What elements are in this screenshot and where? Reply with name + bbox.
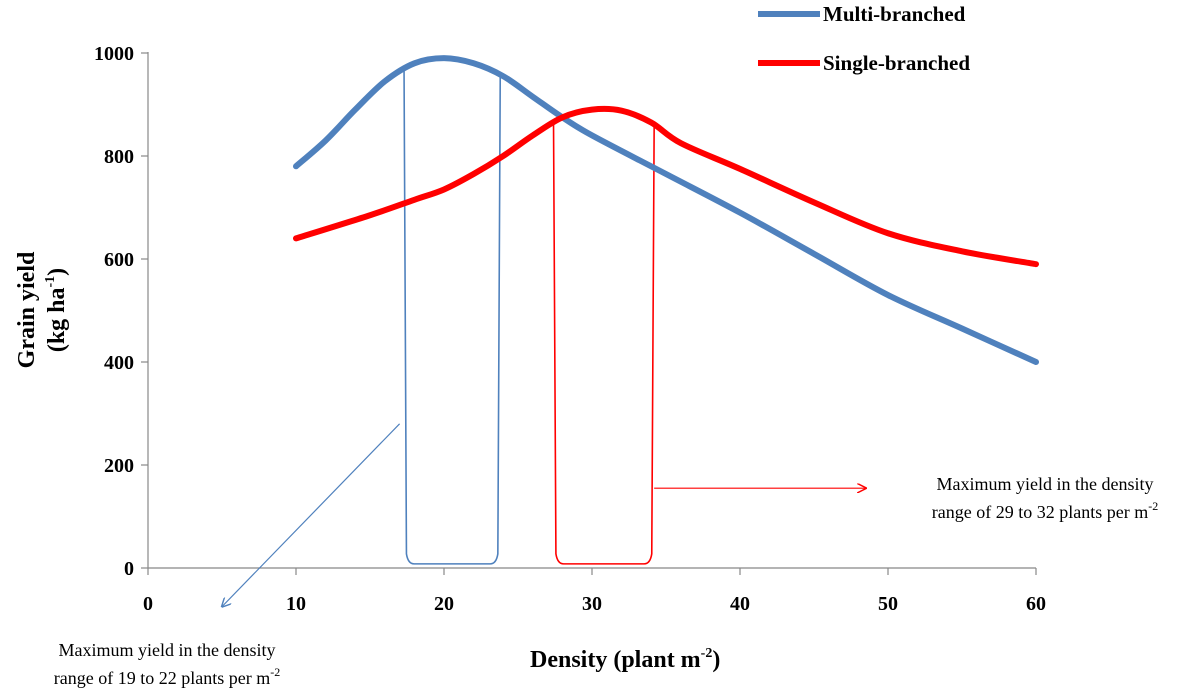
note-multi-line2: range of 19 to 22 plants per m-2 [54, 665, 280, 688]
y-axis-title-line1: Grain yield [14, 251, 40, 368]
y-tick-label-200: 200 [104, 455, 134, 477]
y-tick-label-1000: 1000 [94, 43, 134, 65]
legend: Multi-branched Single-branched [758, 2, 970, 75]
legend-label-single-branched: Single-branched [823, 51, 970, 75]
x-tick-label-60: 60 [1026, 593, 1046, 615]
x-tick-label-20: 20 [434, 593, 454, 615]
x-tick-label-40: 40 [730, 593, 750, 615]
y-axis-title-line2-main: (kg ha [44, 287, 70, 352]
x-tick-label-0: 0 [143, 593, 153, 615]
annotation-note-multi: Maximum yield in the density range of 19… [54, 640, 280, 688]
x-axis-ticks: 0 10 20 30 40 50 60 [143, 568, 1046, 615]
note-single-line2-sup: -2 [1148, 499, 1158, 513]
y-axis-title-line2-end: ) [44, 268, 70, 276]
legend-label-multi-branched: Multi-branched [823, 2, 966, 26]
y-tick-label-400: 400 [104, 352, 134, 374]
x-axis-title-sup: -2 [701, 646, 713, 661]
x-axis-title-main: Density (plant m [530, 647, 701, 673]
series-line-multi-branched [293, 55, 1039, 365]
x-tick-label-30: 30 [582, 593, 602, 615]
y-axis-title-line2-sup: -1 [43, 276, 58, 288]
note-multi-line2-sup: -2 [270, 665, 280, 679]
y-axis-title: Grain yield (kg ha-1) [14, 251, 70, 368]
y-tick-label-0: 0 [124, 558, 134, 580]
series-lines [293, 55, 1039, 365]
y-axis-title-line2: (kg ha-1) [43, 268, 70, 352]
note-single-line2-main: range of 29 to 32 plants per m [932, 502, 1148, 522]
x-tick-label-10: 10 [286, 593, 306, 615]
y-tick-label-800: 800 [104, 146, 134, 168]
x-axis-title: Density (plant m-2) [530, 646, 720, 673]
y-axis-ticks: 0 200 400 600 800 1000 [94, 43, 148, 580]
series-line-single-branched [293, 105, 1039, 268]
arrow-multi [222, 423, 401, 607]
note-multi-line1: Maximum yield in the density [59, 640, 276, 660]
bracket-multi [403, 69, 502, 565]
note-multi-line2-main: range of 19 to 22 plants per m [54, 668, 270, 688]
annotations [222, 69, 866, 607]
y-tick-label-600: 600 [104, 249, 134, 271]
note-single-line2: range of 29 to 32 plants per m-2 [932, 499, 1158, 522]
x-axis-title-end: ) [712, 647, 720, 673]
bracket-single [552, 122, 655, 565]
annotation-note-single: Maximum yield in the density range of 29… [932, 474, 1158, 522]
note-single-line1: Maximum yield in the density [937, 474, 1154, 494]
x-tick-label-50: 50 [878, 593, 898, 615]
